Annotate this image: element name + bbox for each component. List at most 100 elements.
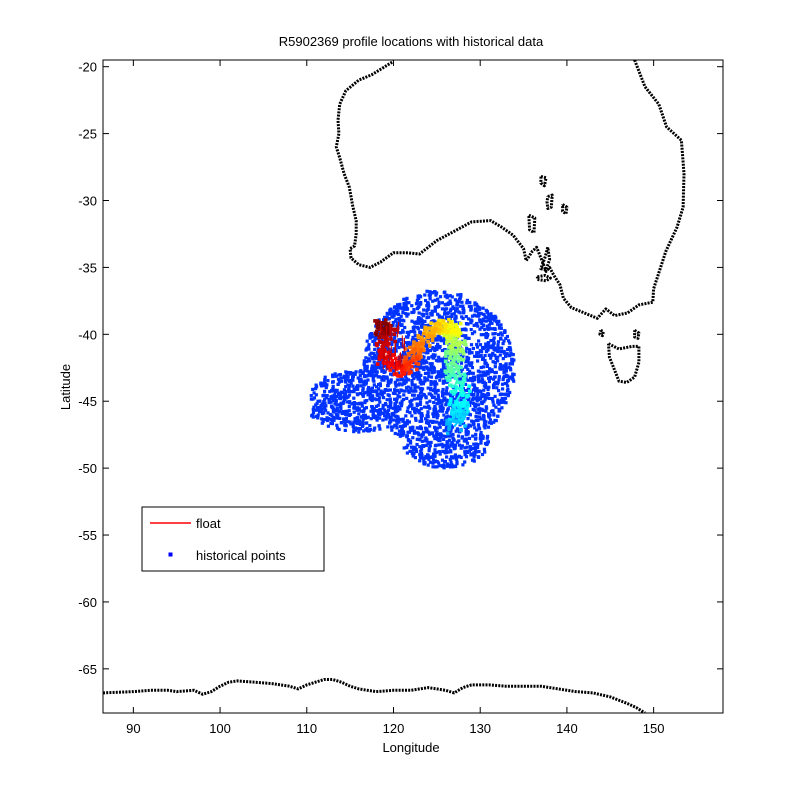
historical-point bbox=[442, 429, 446, 433]
historical-point bbox=[398, 401, 402, 405]
legend: float historical points bbox=[141, 506, 325, 572]
historical-point bbox=[352, 390, 356, 394]
historical-point bbox=[505, 352, 509, 356]
historical-point bbox=[485, 396, 489, 400]
historical-point bbox=[348, 412, 353, 417]
historical-point bbox=[432, 415, 436, 419]
historical-point bbox=[403, 421, 407, 425]
historical-point bbox=[482, 414, 486, 419]
historical-point bbox=[391, 349, 395, 353]
historical-point bbox=[455, 307, 459, 311]
historical-point bbox=[369, 397, 373, 401]
float-profile-marker bbox=[403, 355, 407, 359]
float-profile-marker bbox=[446, 329, 450, 333]
float-profile-marker bbox=[430, 335, 435, 340]
historical-point bbox=[373, 347, 377, 351]
historical-point bbox=[320, 417, 324, 421]
float-track-segment bbox=[452, 371, 459, 380]
float-profile-marker bbox=[443, 354, 448, 358]
historical-point bbox=[435, 402, 439, 406]
historical-point bbox=[412, 308, 416, 312]
float-profile-marker bbox=[444, 376, 449, 380]
historical-point bbox=[496, 414, 500, 418]
float-profile-marker bbox=[427, 326, 432, 331]
historical-point bbox=[403, 351, 407, 355]
historical-point bbox=[417, 410, 421, 414]
historical-point bbox=[472, 313, 476, 317]
historical-point bbox=[413, 387, 417, 391]
historical-point bbox=[368, 334, 372, 338]
historical-point bbox=[409, 389, 413, 393]
float-profile-marker bbox=[468, 389, 472, 394]
float-profile-marker bbox=[448, 369, 452, 373]
historical-point bbox=[456, 434, 461, 438]
historical-point bbox=[496, 343, 500, 347]
historical-point bbox=[379, 389, 383, 393]
legend-historical-label: historical points bbox=[196, 548, 286, 563]
historical-point bbox=[420, 433, 424, 437]
historical-point bbox=[464, 439, 468, 443]
historical-point bbox=[451, 305, 455, 309]
historical-point bbox=[357, 412, 361, 416]
historical-point bbox=[462, 389, 466, 393]
historical-point bbox=[417, 304, 421, 309]
historical-point bbox=[406, 438, 410, 442]
x-tick-label: 110 bbox=[296, 721, 317, 736]
historical-point bbox=[419, 426, 423, 430]
float-profile-marker bbox=[453, 329, 457, 333]
historical-point bbox=[364, 368, 368, 372]
historical-point bbox=[433, 290, 437, 294]
historical-point bbox=[393, 319, 397, 323]
historical-point bbox=[413, 333, 417, 337]
historical-point bbox=[427, 293, 431, 297]
historical-point bbox=[415, 325, 419, 329]
historical-point bbox=[377, 416, 382, 420]
historical-point bbox=[419, 300, 423, 305]
historical-point bbox=[466, 450, 470, 455]
historical-point bbox=[427, 449, 431, 453]
historical-point bbox=[502, 339, 506, 343]
historical-point bbox=[480, 346, 485, 350]
historical-point bbox=[468, 376, 473, 381]
historical-point bbox=[385, 398, 389, 402]
historical-point bbox=[455, 462, 459, 466]
historical-point bbox=[452, 312, 456, 316]
historical-point bbox=[385, 345, 389, 349]
historical-point bbox=[336, 413, 340, 417]
historical-point bbox=[323, 398, 327, 402]
historical-point bbox=[493, 418, 497, 422]
historical-point bbox=[346, 374, 350, 378]
historical-point bbox=[433, 448, 437, 452]
float-profile-marker bbox=[447, 317, 451, 322]
historical-point bbox=[431, 461, 435, 465]
historical-point bbox=[400, 430, 404, 434]
historical-point bbox=[473, 309, 477, 313]
float-profile-marker bbox=[454, 408, 458, 413]
historical-point bbox=[372, 379, 376, 383]
historical-point bbox=[425, 438, 429, 442]
historical-point bbox=[355, 408, 359, 412]
historical-point bbox=[456, 455, 460, 459]
float-profile-marker bbox=[450, 384, 455, 389]
historical-point bbox=[370, 407, 375, 411]
float-profile-marker bbox=[394, 327, 398, 332]
historical-point bbox=[485, 442, 489, 446]
historical-point bbox=[476, 389, 480, 393]
historical-point bbox=[388, 348, 392, 352]
historical-point bbox=[464, 337, 468, 341]
float-profile-marker bbox=[466, 409, 470, 414]
float-track-segment bbox=[451, 339, 456, 345]
historical-point bbox=[382, 324, 386, 328]
historical-point bbox=[480, 326, 484, 330]
historical-point bbox=[422, 459, 426, 463]
float-profile-marker bbox=[383, 318, 388, 322]
historical-point bbox=[370, 367, 374, 371]
historical-point bbox=[451, 432, 455, 437]
historical-point bbox=[377, 318, 381, 322]
float-profile-marker bbox=[430, 338, 435, 343]
historical-point bbox=[372, 383, 376, 387]
historical-point bbox=[396, 405, 400, 409]
historical-point bbox=[431, 412, 435, 416]
historical-point bbox=[399, 404, 404, 408]
coastline-layer bbox=[103, 60, 686, 713]
